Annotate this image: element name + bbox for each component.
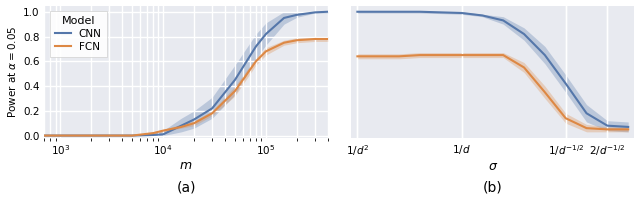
X-axis label: $\sigma$: $\sigma$ <box>488 160 498 174</box>
FCN <box>209 112 216 115</box>
CNN <box>280 17 288 19</box>
FCN <box>562 117 570 120</box>
CNN <box>520 33 528 35</box>
FCN <box>159 129 167 132</box>
CNN <box>56 134 64 137</box>
FCN <box>177 126 185 128</box>
FCN <box>374 55 382 58</box>
CNN <box>262 33 269 35</box>
CNN <box>604 124 611 127</box>
CNN <box>374 10 382 13</box>
CNN <box>177 124 185 127</box>
FCN <box>149 132 157 134</box>
CNN <box>625 126 632 128</box>
FCN <box>499 54 507 56</box>
CNN <box>159 133 167 136</box>
CNN <box>129 134 136 137</box>
CNN <box>562 82 570 85</box>
FCN <box>437 54 445 56</box>
CNN <box>293 13 301 16</box>
CNN <box>416 10 424 13</box>
FCN <box>262 50 269 53</box>
Line: CNN: CNN <box>357 12 628 127</box>
FCN <box>231 90 239 92</box>
CNN <box>40 134 48 137</box>
FCN <box>479 54 486 56</box>
FCN <box>88 134 95 137</box>
FCN <box>582 127 590 129</box>
FCN <box>353 55 361 58</box>
CNN <box>324 10 332 13</box>
CNN <box>190 118 198 121</box>
FCN <box>190 122 198 125</box>
FCN <box>416 54 424 56</box>
CNN <box>149 134 157 136</box>
Y-axis label: Power at $\alpha = 0.05$: Power at $\alpha = 0.05$ <box>6 26 17 118</box>
FCN <box>324 38 332 40</box>
CNN <box>88 134 95 137</box>
FCN <box>280 41 288 44</box>
FCN <box>458 54 465 56</box>
CNN <box>541 54 548 56</box>
FCN <box>129 134 136 137</box>
FCN <box>252 60 260 63</box>
Text: (b): (b) <box>483 181 502 194</box>
FCN <box>293 39 301 42</box>
FCN <box>604 128 611 131</box>
CNN <box>252 45 260 48</box>
CNN <box>499 19 507 22</box>
FCN <box>396 55 403 58</box>
FCN <box>625 128 632 131</box>
Line: FCN: FCN <box>44 39 328 136</box>
CNN <box>231 78 239 81</box>
Text: (a): (a) <box>177 181 196 194</box>
Line: CNN: CNN <box>44 12 328 136</box>
FCN <box>311 38 319 40</box>
CNN <box>437 11 445 14</box>
X-axis label: $m$: $m$ <box>179 159 193 172</box>
CNN <box>479 14 486 17</box>
CNN <box>209 107 216 110</box>
Legend: CNN, FCN: CNN, FCN <box>50 11 107 57</box>
CNN <box>458 12 465 14</box>
Line: FCN: FCN <box>357 55 628 129</box>
FCN <box>56 134 64 137</box>
CNN <box>353 10 361 13</box>
CNN <box>311 11 319 14</box>
CNN <box>396 10 403 13</box>
FCN <box>541 91 548 94</box>
FCN <box>40 134 48 137</box>
FCN <box>520 66 528 69</box>
CNN <box>582 112 590 115</box>
